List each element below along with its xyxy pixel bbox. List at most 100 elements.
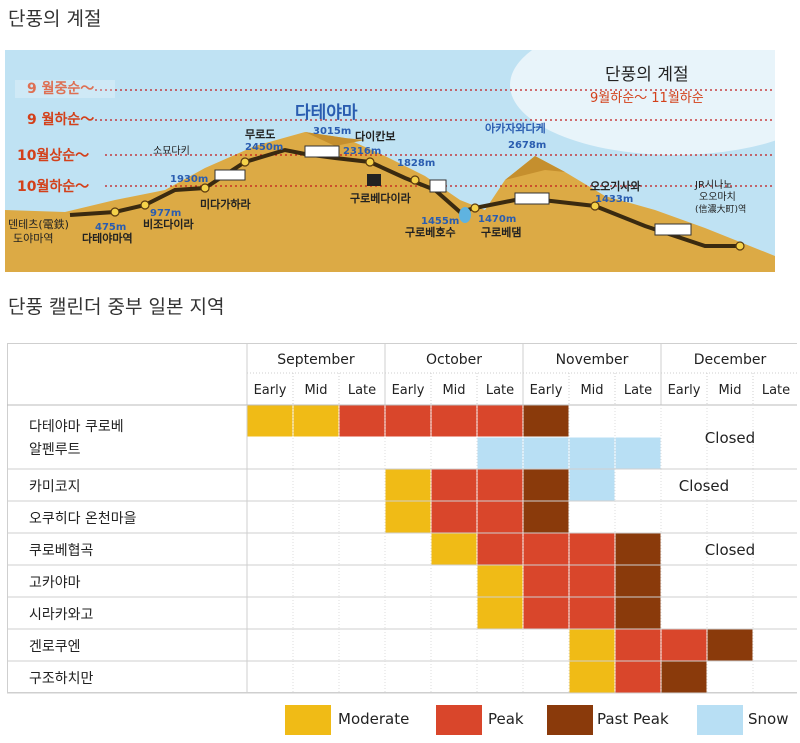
season-line-label: 9 월중순～ <box>27 80 94 97</box>
bus-icon <box>654 223 692 236</box>
calendar-cell <box>477 405 523 437</box>
calendar-cell <box>615 565 661 597</box>
calendar-cell <box>431 533 477 565</box>
period-header: Late <box>348 383 376 398</box>
calendar-cell <box>477 437 523 469</box>
calendar-cell <box>477 501 523 533</box>
season-line-label: 10월상순～ <box>17 147 89 164</box>
period-header: Late <box>762 383 790 398</box>
svg-text:475m: 475m <box>95 222 126 233</box>
bus-icon <box>214 169 246 181</box>
calendar-cell <box>431 405 477 437</box>
legend-label: Moderate <box>338 710 410 728</box>
row-label: 다테야마 쿠로베 <box>29 419 124 435</box>
calendar-cell <box>615 533 661 565</box>
calendar-cell <box>385 405 431 437</box>
mountain-range <box>5 132 775 272</box>
svg-text:2450m: 2450m <box>245 142 283 153</box>
svg-text:구로베호수: 구로베호수 <box>405 225 456 239</box>
row-label: 쿠로베협곡 <box>29 543 94 559</box>
svg-text:1433m: 1433m <box>595 194 633 205</box>
lake-icon <box>459 207 471 223</box>
calendar-cell <box>569 533 615 565</box>
closed-label: Closed <box>705 429 755 447</box>
calendar-cell <box>523 597 569 629</box>
calendar-cell <box>615 661 661 693</box>
calendar-cell <box>569 661 615 693</box>
closed-label: Closed <box>679 477 729 495</box>
legend-swatch <box>547 705 593 735</box>
row-label: 오쿠히다 온천마을 <box>29 511 137 527</box>
route-box-title: 단풍의 계절 <box>605 65 689 85</box>
legend-label: Past Peak <box>597 710 669 728</box>
season-line-label: 9 월하순～ <box>27 111 94 128</box>
foliage-calendar: September October November December Early Mid… <box>7 343 797 694</box>
legend: Moderate Peak Past Peak Snow <box>0 705 800 737</box>
period-header: Early <box>668 383 701 398</box>
calendar-cell <box>569 469 615 501</box>
period-header: Late <box>486 383 514 398</box>
calendar-cell <box>569 565 615 597</box>
svg-text:미다가하라: 미다가하라 <box>200 197 251 211</box>
period-header: Mid <box>442 383 465 398</box>
calendar-cell <box>523 469 569 501</box>
svg-text:덴테츠(電鉄): 덴테츠(電鉄) <box>8 217 69 231</box>
legend-label: Snow <box>748 710 789 728</box>
svg-text:오오마치: 오오마치 <box>699 191 736 203</box>
calendar-cell <box>661 661 707 693</box>
row-label: 알펜루트 <box>29 442 81 458</box>
svg-text:1470m: 1470m <box>478 214 516 225</box>
svg-text:아카자와다케: 아카자와다케 <box>485 121 546 135</box>
calendar-cell <box>385 501 431 533</box>
calendar-cell <box>477 565 523 597</box>
svg-text:2316m: 2316m <box>343 146 381 157</box>
peak-label: 다테야마 <box>295 103 358 123</box>
calendar-cell <box>569 629 615 661</box>
svg-text:무로도: 무로도 <box>245 128 275 141</box>
calendar-cell <box>523 405 569 437</box>
month-header: December <box>694 352 767 368</box>
svg-text:오오기사와: 오오기사와 <box>590 179 641 193</box>
period-header: Early <box>254 383 287 398</box>
calendar-cell <box>523 501 569 533</box>
calendar-cell <box>615 629 661 661</box>
svg-text:1828m: 1828m <box>397 158 435 169</box>
row-label: 고카야마 <box>29 575 81 591</box>
cloud <box>510 50 775 155</box>
calendar-cell <box>431 501 477 533</box>
svg-text:2678m: 2678m <box>508 140 546 151</box>
row-label: 겐로쿠엔 <box>29 639 81 655</box>
calendar-cell <box>707 629 753 661</box>
calendar-cell <box>569 437 615 469</box>
svg-text:1455m: 1455m <box>421 216 459 227</box>
svg-text:다테야마역: 다테야마역 <box>82 231 133 245</box>
row-label: 구조하치만 <box>29 671 94 687</box>
calendar-cell <box>247 405 293 437</box>
bus-icon <box>304 145 340 158</box>
calendar-cell <box>523 437 569 469</box>
svg-text:구로베댐: 구로베댐 <box>481 225 521 239</box>
calendar-cell <box>431 469 477 501</box>
calendar-title: 단풍 캘린더 중부 일본 지역 <box>8 296 225 318</box>
svg-text:(信濃大町)역: (信濃大町)역 <box>695 203 746 215</box>
svg-text:1930m: 1930m <box>170 174 208 185</box>
svg-text:구로베다이라: 구로베다이라 <box>350 191 412 205</box>
row-label: 시라카와고 <box>29 607 94 623</box>
svg-text:다이칸보: 다이칸보 <box>355 129 395 143</box>
legend-swatch <box>436 705 482 735</box>
calendar-cell <box>385 469 431 501</box>
calendar-cell <box>523 533 569 565</box>
calendar-cell <box>569 597 615 629</box>
route-map: 9 월중순～ 9 월하순～ 10월상순～ 10월하순～ 단풍의 계절 9월하순～… <box>5 50 775 272</box>
svg-text:비조다이라: 비조다이라 <box>143 217 194 231</box>
svg-text:3015m: 3015m <box>313 126 351 137</box>
route-box-subtitle: 9월하순～ 11월하순 <box>590 91 704 106</box>
legend-swatch <box>697 705 743 735</box>
period-header: Mid <box>718 383 741 398</box>
calendar-cell <box>615 597 661 629</box>
calendar-cell <box>293 405 339 437</box>
legend-label: Peak <box>488 710 524 728</box>
bus-icon <box>514 192 550 205</box>
month-header: September <box>277 352 355 368</box>
period-header: Late <box>624 383 652 398</box>
